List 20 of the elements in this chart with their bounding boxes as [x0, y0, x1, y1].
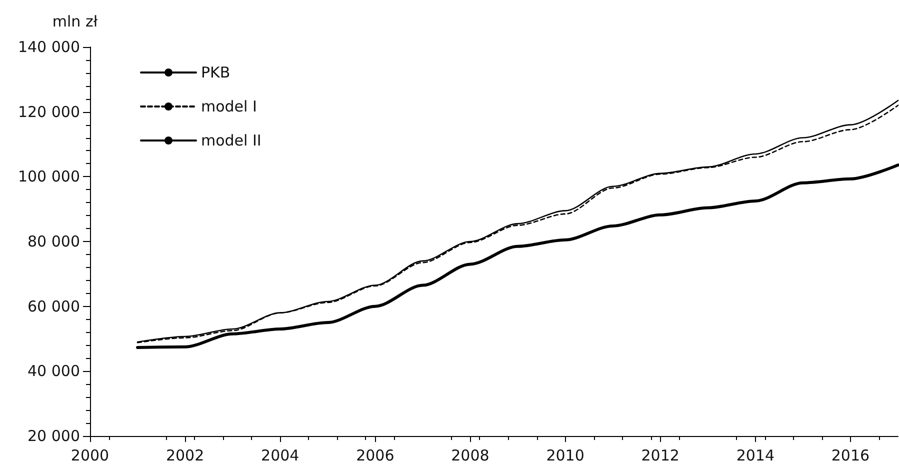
y-tick-label: 40 000	[28, 362, 80, 380]
y-tick-label: 100 000	[18, 168, 80, 186]
y-axis-title: mln zł	[52, 12, 98, 30]
x-tick-label: 2010	[546, 446, 584, 464]
x-tick-label: 2002	[166, 446, 204, 464]
legend-label: model I	[201, 98, 257, 116]
legend-label: model II	[201, 132, 262, 150]
x-tick-label: 2012	[641, 446, 680, 464]
x-tick-label: 2014	[736, 446, 775, 464]
y-tick-label: 20 000	[28, 427, 80, 445]
legend-label: PKB	[201, 64, 230, 82]
x-tick-label: 2000	[70, 446, 110, 464]
y-tick-label: 60 000	[28, 297, 80, 316]
x-tick-label: 2008	[451, 446, 490, 464]
x-tick-label: 2004	[261, 446, 300, 464]
y-tick-label: 140 000	[18, 38, 80, 56]
x-tick-label: 2016	[831, 446, 870, 464]
x-tick-label: 2006	[356, 446, 394, 464]
y-tick-label: 120 000	[18, 102, 80, 121]
y-tick-label: 80 000	[28, 232, 80, 250]
